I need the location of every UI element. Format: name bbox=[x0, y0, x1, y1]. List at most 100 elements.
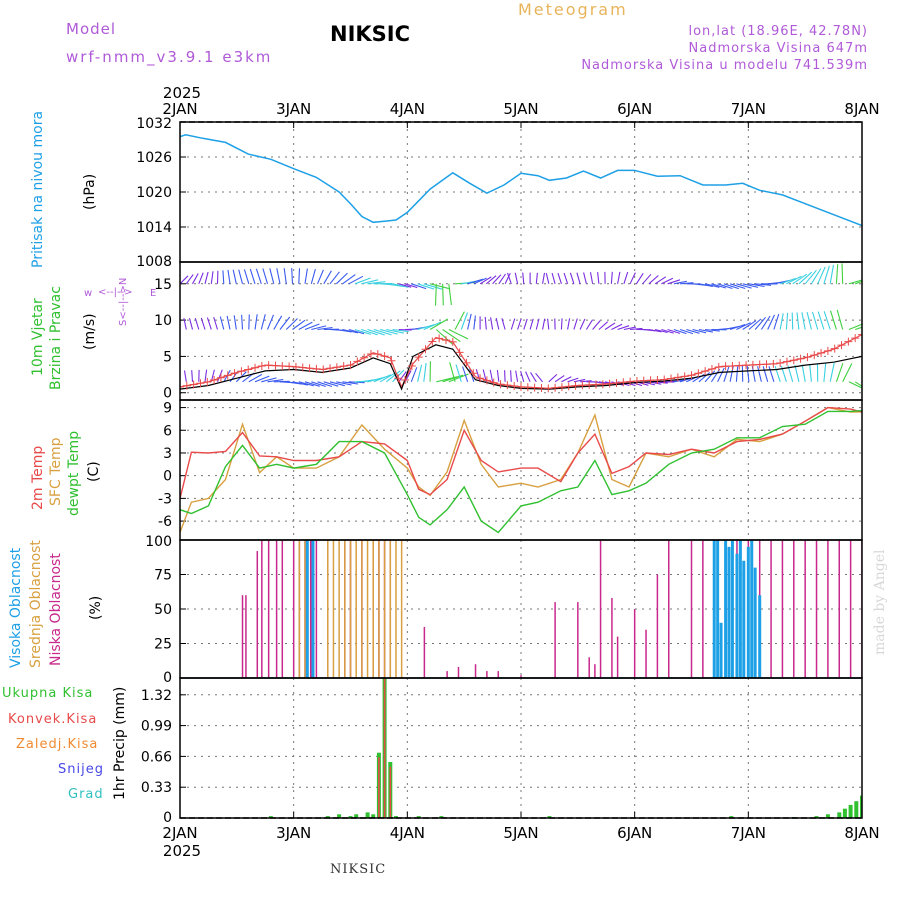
wind-arrow bbox=[829, 362, 835, 382]
wind-arrow bbox=[191, 370, 194, 382]
wind-speed-marker bbox=[441, 336, 450, 345]
cloud-unit: (%) bbox=[88, 595, 104, 620]
wind-arrow bbox=[598, 321, 609, 330]
wind-arrow bbox=[573, 318, 578, 330]
wind-arrow bbox=[194, 317, 200, 330]
wind-arrow bbox=[455, 364, 462, 382]
wind-speed-marker bbox=[469, 369, 478, 378]
sfc-temp-label: SFC Temp bbox=[48, 437, 64, 506]
wind-arrow bbox=[710, 368, 721, 383]
wind-arrow bbox=[219, 316, 225, 330]
wind-gust-line bbox=[180, 344, 862, 391]
wind-speed-marker bbox=[544, 384, 553, 393]
wind-speed-marker bbox=[257, 362, 266, 371]
wind-arrow bbox=[886, 272, 900, 284]
wind-arrow bbox=[893, 273, 900, 284]
wind-arrow bbox=[411, 283, 427, 290]
wind-arrow bbox=[398, 371, 407, 383]
wind-arrow bbox=[317, 381, 333, 388]
wind-speed-marker bbox=[223, 371, 232, 380]
wind-speed-marker bbox=[244, 365, 253, 374]
wind-arrow bbox=[316, 269, 324, 285]
wind-arrow bbox=[485, 275, 497, 285]
y-tick-label: 5 bbox=[163, 349, 172, 365]
wind-arrow bbox=[535, 272, 538, 284]
precip-bar bbox=[547, 816, 552, 818]
wind-arrow bbox=[336, 381, 352, 386]
wind-arrow bbox=[661, 328, 674, 334]
y-tick-label: 100 bbox=[145, 534, 172, 550]
wind-speed-marker bbox=[619, 378, 628, 387]
wind-arrow bbox=[460, 312, 469, 330]
y-tick-label: 1008 bbox=[136, 254, 172, 270]
wind-speed-marker bbox=[844, 337, 853, 346]
wind-arrow bbox=[291, 268, 294, 284]
wind-speed-marker bbox=[401, 375, 410, 384]
wind-arrow bbox=[617, 271, 621, 284]
wind-arrow bbox=[348, 275, 364, 285]
wind-arrow bbox=[542, 318, 546, 330]
wind-speed-marker bbox=[680, 372, 689, 381]
wind-arrow bbox=[496, 370, 500, 382]
wind-compass-sn: S<--|-->N bbox=[118, 277, 129, 326]
wind-arrow bbox=[705, 328, 720, 332]
y-tick-label: 9 bbox=[163, 401, 172, 417]
wind-arrow bbox=[551, 272, 556, 284]
wind-arrow bbox=[504, 273, 511, 285]
wind-arrow bbox=[473, 277, 487, 285]
wind-arrow bbox=[779, 313, 784, 330]
wind-arrow bbox=[563, 272, 569, 284]
wind-label: 10m Vjetar bbox=[30, 298, 46, 376]
wind-arrow bbox=[768, 366, 775, 382]
wind-arrow bbox=[222, 270, 225, 284]
wind-speed-marker bbox=[612, 378, 621, 387]
wind-arrow bbox=[886, 330, 900, 335]
year-label-top: 2025 bbox=[163, 84, 201, 102]
wind-arrow bbox=[311, 325, 327, 331]
y-tick-label: 1014 bbox=[136, 220, 172, 236]
wind-speed-marker bbox=[735, 361, 744, 370]
wind-arrow bbox=[774, 366, 781, 382]
wind-arrow bbox=[617, 325, 630, 331]
wind-arrow bbox=[742, 320, 757, 330]
wind-arrow bbox=[667, 279, 681, 285]
wind-speed-marker bbox=[605, 379, 614, 388]
wind-speed-marker bbox=[523, 383, 532, 392]
wind-arrow bbox=[520, 370, 525, 382]
altitude-label: Nadmorska Visina 647m bbox=[688, 41, 868, 56]
wind-speed-marker bbox=[878, 318, 886, 326]
wind-arrow bbox=[711, 283, 727, 289]
precip-bar bbox=[371, 814, 376, 818]
precip-bar bbox=[871, 753, 875, 818]
wind-speed-marker bbox=[230, 369, 239, 378]
wind-speed-marker bbox=[264, 361, 273, 370]
wind-arrow bbox=[748, 283, 765, 288]
wind-arrow bbox=[254, 314, 258, 330]
wind-arrow bbox=[842, 363, 853, 383]
wind-speed-marker bbox=[435, 334, 444, 343]
pressure-line bbox=[180, 134, 862, 227]
precip-bar bbox=[337, 814, 342, 818]
wind-arrow bbox=[449, 362, 456, 382]
precip-bar bbox=[854, 801, 859, 818]
wind-arrow bbox=[576, 272, 581, 284]
wind-arrow bbox=[183, 318, 187, 330]
wind-arrow bbox=[723, 366, 730, 382]
precip-bar bbox=[325, 816, 330, 818]
wind-speed-line bbox=[180, 333, 862, 390]
wind-arrow bbox=[760, 315, 771, 330]
wind-arrow bbox=[492, 274, 502, 285]
wind-arrow bbox=[261, 377, 277, 383]
wind-arrow bbox=[823, 265, 830, 284]
wind-arrow bbox=[479, 276, 492, 285]
wind-arrow bbox=[329, 381, 345, 387]
wind-arrow bbox=[423, 283, 443, 290]
precip-bar bbox=[883, 792, 887, 818]
precip-bar bbox=[389, 766, 392, 818]
wind-speed-marker bbox=[360, 353, 369, 362]
wind-arrow bbox=[806, 311, 812, 330]
wind-arrow bbox=[630, 327, 643, 331]
wind-arrow bbox=[510, 370, 512, 382]
meteogram-title: Meteogram bbox=[518, 0, 628, 19]
wind-arrow bbox=[292, 319, 306, 330]
